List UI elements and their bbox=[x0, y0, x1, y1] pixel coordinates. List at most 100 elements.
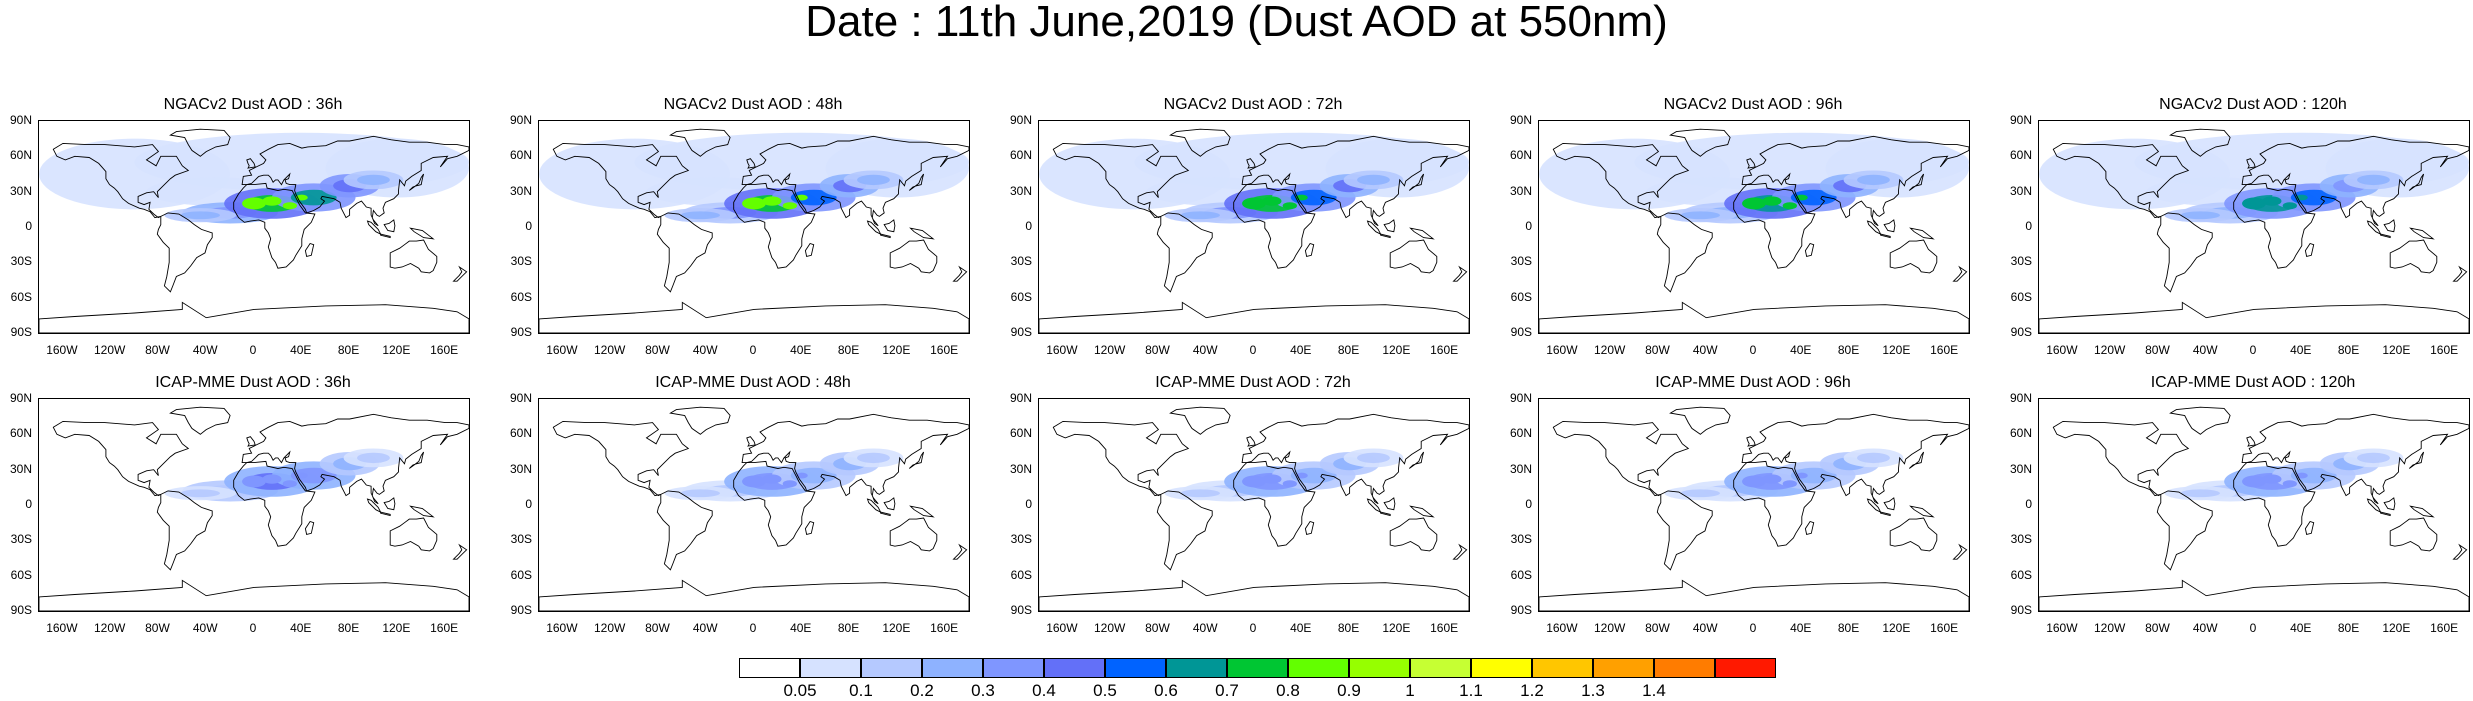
coastline bbox=[1746, 158, 1756, 169]
dust-plume-core bbox=[2357, 174, 2390, 186]
coastline bbox=[2169, 128, 2231, 157]
coastline bbox=[1908, 173, 1925, 191]
coastline bbox=[1241, 413, 1469, 505]
lat-tick-label: 60S bbox=[1010, 567, 1032, 582]
dust-plume-core bbox=[1790, 189, 1837, 206]
coastline bbox=[383, 497, 396, 511]
lat-tick-label: 30N bbox=[509, 461, 532, 476]
dust-plume-core bbox=[1290, 467, 1337, 484]
panel-title: NGACv2 Dust AOD : 120h bbox=[2159, 96, 2347, 113]
coastline bbox=[2052, 142, 2190, 219]
lon-tick-label: 40E bbox=[790, 343, 812, 357]
lon-tick-label: 120W bbox=[1093, 621, 1126, 635]
coastline bbox=[1408, 451, 1425, 469]
dust-hotspot bbox=[262, 474, 282, 484]
lat-tick-label: 30N bbox=[2009, 183, 2032, 198]
coastline bbox=[1039, 301, 1469, 333]
lat-tick-label: 60N bbox=[1509, 426, 1532, 441]
lon-tick-label: 40W bbox=[192, 621, 218, 635]
lat-tick-label: 0 bbox=[1025, 497, 1032, 511]
dust-plume-core bbox=[790, 467, 837, 484]
coastline bbox=[552, 142, 690, 219]
dust-hotspot bbox=[282, 202, 297, 210]
colorbar-tick-label: 0.9 bbox=[1337, 681, 1361, 700]
lon-tick-label: 160W bbox=[2046, 621, 2078, 635]
coastline bbox=[539, 579, 969, 611]
coastline bbox=[2383, 219, 2396, 233]
coastline bbox=[880, 233, 891, 239]
lon-tick-label: 160E bbox=[1930, 621, 1959, 635]
dust-hotspot bbox=[1262, 196, 1282, 206]
colorbar-tick-label: 1.2 bbox=[1520, 681, 1544, 700]
coastline bbox=[1880, 511, 1891, 517]
lat-tick-label: 60N bbox=[9, 148, 32, 163]
dust-hotspot bbox=[1282, 202, 1297, 210]
lon-tick-label: 80E bbox=[2337, 621, 2360, 635]
coastline bbox=[1389, 239, 1438, 274]
lon-tick-label: 40W bbox=[1192, 621, 1218, 635]
dust-plume-core bbox=[357, 452, 390, 464]
lat-tick-label: 90N bbox=[509, 391, 532, 405]
dust-plume-core bbox=[2290, 189, 2337, 206]
coastline bbox=[1304, 520, 1315, 535]
lon-tick-label: 0 bbox=[749, 621, 757, 635]
colorbar-swatch bbox=[739, 658, 800, 678]
lat-tick-label: 60N bbox=[1009, 148, 1032, 163]
dust-plume-core bbox=[290, 189, 337, 206]
lat-tick-label: 0 bbox=[1025, 219, 1032, 233]
panel-title: ICAP-MME Dust AOD : 36h bbox=[155, 374, 351, 391]
colorbar-swatch bbox=[1532, 658, 1593, 678]
coastline bbox=[233, 460, 316, 547]
coastline bbox=[733, 460, 816, 547]
lon-tick-label: 0 bbox=[1249, 621, 1257, 635]
lon-tick-label: 40E bbox=[1790, 621, 1812, 635]
dust-hotspot bbox=[1282, 480, 1297, 488]
lat-tick-label: 60S bbox=[2010, 289, 2032, 304]
dust-aod-map bbox=[539, 128, 969, 333]
lat-tick-label: 30S bbox=[1510, 254, 1532, 269]
lon-tick-label: 80E bbox=[337, 343, 360, 357]
lon-tick-label: 0 bbox=[1249, 343, 1257, 357]
lon-tick-label: 40W bbox=[692, 343, 718, 357]
map-panel bbox=[538, 398, 970, 612]
lon-tick-label: 80E bbox=[837, 621, 860, 635]
panel-title: NGACv2 Dust AOD : 72h bbox=[1163, 96, 1343, 113]
dust-hotspot bbox=[2262, 196, 2282, 206]
coastline bbox=[1669, 128, 1731, 157]
lat-tick-label: 60N bbox=[509, 148, 532, 163]
coastline bbox=[169, 128, 231, 157]
lat-tick-label: 0 bbox=[1525, 219, 1532, 233]
lon-tick-label: 0 bbox=[1749, 343, 1757, 357]
lat-tick-label: 30N bbox=[1009, 183, 1032, 198]
dust-plume-core bbox=[857, 174, 890, 186]
coastline bbox=[889, 517, 938, 552]
coastline bbox=[1452, 543, 1468, 560]
dust-hotspot bbox=[2282, 480, 2297, 488]
coastline bbox=[246, 436, 256, 447]
dust-hotspot bbox=[1242, 475, 1266, 488]
coastline bbox=[241, 413, 469, 505]
coastline bbox=[746, 158, 756, 169]
colorbar-swatch bbox=[1410, 658, 1471, 678]
dust-plume-core bbox=[1857, 452, 1890, 464]
lat-tick-label: 60N bbox=[2009, 148, 2032, 163]
lat-tick-label: 30S bbox=[510, 254, 532, 269]
coastline bbox=[1241, 135, 1469, 227]
lat-tick-label: 90S bbox=[10, 603, 32, 617]
coastline bbox=[2389, 239, 2438, 274]
lat-tick-label: 0 bbox=[2025, 219, 2032, 233]
coastline bbox=[2304, 242, 2315, 257]
coastline bbox=[1909, 227, 1935, 240]
coastline bbox=[1452, 265, 1468, 282]
lat-tick-label: 60S bbox=[1010, 289, 1032, 304]
coastline bbox=[246, 158, 256, 169]
dust-plume-core bbox=[1680, 211, 1720, 220]
dust-hotspot bbox=[1242, 197, 1266, 210]
map-panel bbox=[538, 120, 970, 334]
lon-tick-label: 160E bbox=[430, 343, 459, 357]
colorbar-swatch bbox=[922, 658, 983, 678]
coastline bbox=[1889, 517, 1938, 552]
coastline bbox=[1889, 239, 1938, 274]
coastline bbox=[408, 451, 425, 469]
lon-tick-label: 80W bbox=[645, 343, 670, 357]
